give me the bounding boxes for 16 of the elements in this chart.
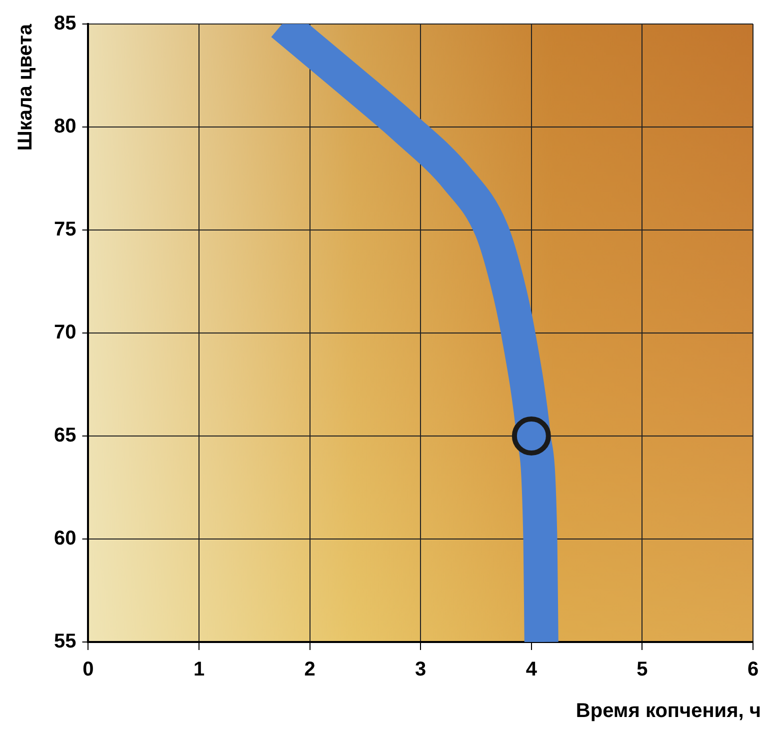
x-tick-label: 3 — [415, 658, 426, 681]
y-axis-title: Шкала цвета — [14, 23, 37, 151]
y-tick-label: 65 — [54, 424, 76, 447]
x-tick-label: 0 — [82, 658, 94, 681]
y-tick-label: 80 — [54, 116, 76, 138]
y-tick-label: 60 — [54, 528, 76, 550]
y-tick-label: 75 — [54, 218, 76, 241]
y-tick-label: 55 — [54, 630, 76, 653]
x-tick-label: 5 — [636, 658, 648, 681]
x-tick-label: 6 — [747, 658, 759, 681]
x-tick-label: 1 — [193, 658, 205, 681]
x-axis-title: Время копчения, ч — [576, 700, 761, 723]
y-tick-label: 85 — [54, 12, 76, 35]
y-tick-label: 70 — [54, 322, 76, 344]
x-tick-label: 4 — [526, 658, 538, 681]
x-tick-label: 2 — [304, 658, 316, 681]
